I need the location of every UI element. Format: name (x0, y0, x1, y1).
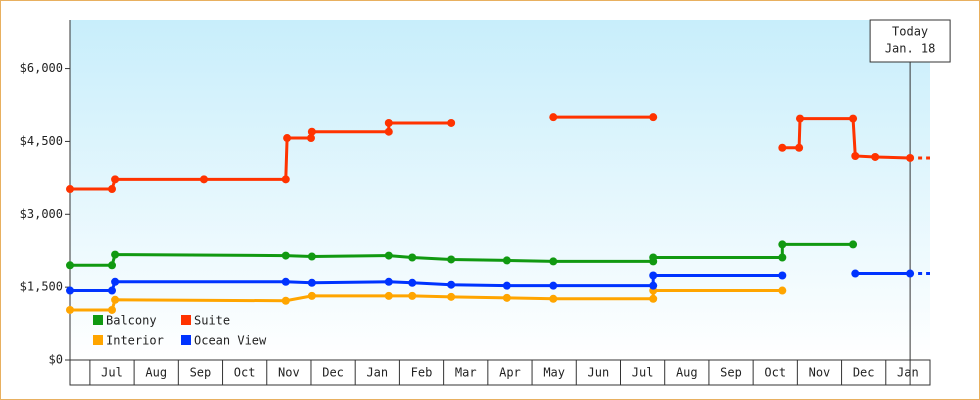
point (649, 271, 658, 280)
point (111, 175, 120, 184)
point (849, 240, 858, 249)
legend-label: Ocean View (194, 334, 267, 348)
legend-label: Interior (106, 334, 164, 348)
point (871, 152, 880, 161)
legend-label: Balcony (106, 314, 157, 328)
legend-label: Suite (194, 314, 230, 328)
y-tick-label: $6,000 (20, 61, 63, 75)
point (502, 293, 511, 302)
point (549, 294, 558, 303)
point (66, 261, 74, 270)
point (795, 143, 804, 152)
point (66, 185, 74, 194)
point (447, 280, 456, 289)
x-tick-label: Mar (455, 366, 477, 380)
point (108, 185, 117, 194)
point (778, 143, 787, 152)
x-axis-box (69, 359, 931, 386)
point (307, 278, 316, 287)
point (384, 127, 393, 136)
x-tick-label: Jul (101, 366, 123, 380)
x-tick-label: Sep (190, 366, 212, 380)
x-tick-label: Dec (322, 366, 344, 380)
point (549, 113, 558, 122)
x-tick-label: Oct (764, 366, 786, 380)
point (502, 281, 511, 290)
point (199, 175, 208, 184)
point (408, 253, 417, 262)
point (281, 296, 290, 305)
point (281, 277, 290, 286)
y-tick-label: $1,500 (20, 280, 63, 294)
point (649, 113, 658, 122)
point (108, 286, 117, 295)
point (281, 251, 290, 260)
point (108, 305, 117, 314)
point (384, 277, 393, 286)
x-tick-label: Oct (234, 366, 256, 380)
point (283, 134, 292, 143)
y-tick-label: $4,500 (20, 134, 63, 148)
point (906, 153, 915, 162)
point (549, 257, 558, 266)
point (649, 253, 658, 262)
point (851, 152, 860, 160)
x-tick-label: Aug (145, 366, 167, 380)
point (447, 255, 456, 264)
point (649, 281, 658, 290)
point (111, 250, 120, 259)
point (447, 292, 456, 301)
x-tick-label: Feb (411, 366, 433, 380)
x-tick-label: Nov (809, 366, 831, 380)
point (408, 278, 417, 287)
point (778, 253, 787, 262)
point (66, 286, 74, 295)
point (502, 256, 511, 265)
point (306, 134, 315, 143)
legend-swatch (93, 315, 103, 325)
x-tick-label: Jan (897, 366, 919, 380)
x-tick-label: Apr (499, 366, 521, 380)
point (649, 294, 658, 303)
point (281, 175, 290, 184)
x-tick-label: Nov (278, 366, 300, 380)
point (384, 251, 393, 260)
point (549, 281, 558, 290)
point (307, 127, 316, 136)
plot-area (70, 20, 930, 360)
point (778, 286, 787, 295)
legend-swatch (93, 335, 103, 345)
point (849, 114, 858, 123)
today-label: Today (892, 25, 928, 39)
point (384, 291, 393, 300)
legend-swatch (181, 315, 191, 325)
x-tick-label: Dec (853, 366, 875, 380)
x-tick-label: Aug (676, 366, 698, 380)
point (384, 118, 393, 127)
x-tick-label: May (543, 366, 565, 380)
y-tick-label: $0 (49, 353, 63, 367)
x-tick-label: Jul (632, 366, 654, 380)
point (111, 277, 120, 286)
point (851, 269, 860, 278)
point (796, 114, 805, 123)
point (111, 295, 120, 304)
x-tick-label: Jan (366, 366, 388, 380)
point (778, 271, 787, 280)
point (307, 291, 316, 300)
point (108, 261, 117, 270)
x-tick-label: Sep (720, 366, 742, 380)
point (906, 269, 915, 278)
today-label: Jan. 18 (885, 42, 936, 56)
legend-swatch (181, 335, 191, 345)
point (447, 118, 456, 127)
x-tick-label: Jun (588, 366, 610, 380)
point (307, 252, 316, 261)
y-tick-label: $3,000 (20, 207, 63, 221)
point (778, 240, 787, 249)
point (66, 305, 74, 314)
point (408, 291, 417, 300)
